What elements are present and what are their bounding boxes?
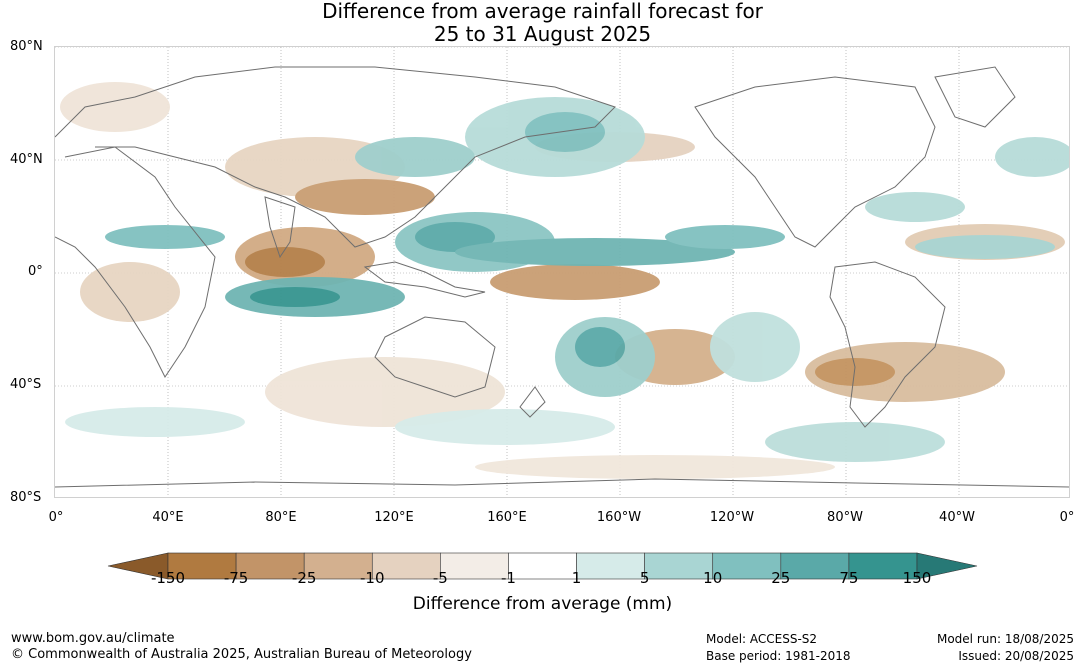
legend-swatch bbox=[644, 552, 714, 580]
legend-tick-label: 1 bbox=[571, 569, 582, 587]
footer-issued: Issued: 20/08/2025 bbox=[958, 649, 1074, 663]
legend-arrow-high bbox=[916, 552, 978, 580]
map-title-line2: 25 to 31 August 2025 bbox=[433, 22, 652, 46]
map-canvas bbox=[55, 47, 1069, 497]
legend-tick-label: -5 bbox=[432, 569, 448, 587]
lat-label-80s: 80°S bbox=[10, 490, 42, 505]
legend-tick-label: 150 bbox=[902, 569, 932, 587]
lon-label-0-west: 0° bbox=[48, 510, 64, 525]
legend-tick-label: 10 bbox=[703, 569, 723, 587]
lon-label-120w: 120°W bbox=[709, 510, 755, 525]
legend-swatch bbox=[848, 552, 918, 580]
lon-label-40e: 40°E bbox=[152, 510, 184, 525]
legend-swatch bbox=[440, 552, 509, 580]
legend-tick-label: -1 bbox=[500, 569, 516, 587]
map-title: Difference from average rainfall forecas… bbox=[0, 0, 1085, 46]
lat-label-80n: 80°N bbox=[10, 39, 43, 54]
legend-swatch bbox=[371, 552, 441, 580]
legend-tick-label: -75 bbox=[223, 569, 249, 587]
lon-label-120e: 120°E bbox=[374, 510, 414, 525]
lat-label-40s: 40°S bbox=[10, 377, 42, 392]
lon-label-160w: 160°W bbox=[596, 510, 642, 525]
legend-swatch bbox=[235, 552, 305, 580]
coastlines bbox=[55, 66, 1069, 488]
rainfall-anomaly-map bbox=[54, 46, 1070, 498]
map-title-line1: Difference from average rainfall forecas… bbox=[322, 0, 763, 23]
footer-base-period: Base period: 1981-2018 bbox=[706, 649, 851, 663]
legend-swatch bbox=[780, 552, 850, 580]
lon-label-0-east: 0° bbox=[1059, 510, 1075, 525]
lat-label-equator: 0° bbox=[28, 264, 43, 279]
legend-colorbar bbox=[107, 552, 978, 580]
legend-swatch bbox=[576, 552, 645, 580]
lat-label-40n: 40°N bbox=[10, 152, 43, 167]
footer-model-run: Model run: 18/08/2025 bbox=[936, 632, 1074, 646]
legend-tick-label: -150 bbox=[150, 569, 186, 587]
lon-label-80e: 80°E bbox=[265, 510, 297, 525]
legend-tick-label: 5 bbox=[639, 569, 650, 587]
legend-swatch bbox=[508, 552, 577, 580]
legend-tick-label: -10 bbox=[360, 569, 385, 587]
legend-tick-label: 75 bbox=[839, 569, 859, 587]
legend-swatch bbox=[712, 552, 782, 580]
legend-tick-label: 25 bbox=[771, 569, 791, 587]
lon-label-160e: 160°E bbox=[487, 510, 527, 525]
lon-label-80w: 80°W bbox=[827, 510, 863, 525]
footer-model: Model: ACCESS-S2 bbox=[706, 632, 818, 646]
footer-copyright: © Commonwealth of Australia 2025, Austra… bbox=[11, 647, 472, 662]
legend-swatch bbox=[167, 552, 237, 580]
legend-swatch bbox=[303, 552, 373, 580]
legend-tick-label: -25 bbox=[291, 569, 317, 587]
lon-label-40w: 40°W bbox=[939, 510, 975, 525]
footer-website: www.bom.gov.au/climate bbox=[11, 631, 175, 646]
legend-title: Difference from average (mm) bbox=[412, 594, 673, 614]
wet-anomaly-areas bbox=[65, 97, 1069, 462]
